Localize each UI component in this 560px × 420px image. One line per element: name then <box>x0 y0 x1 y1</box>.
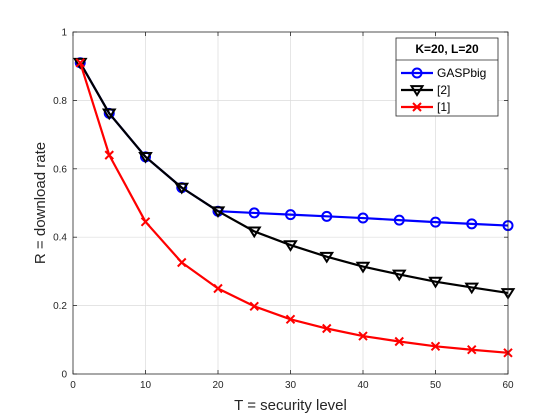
data-point <box>283 240 298 252</box>
data-point <box>358 331 368 341</box>
data-point <box>249 301 259 311</box>
data-point <box>393 214 405 226</box>
data-point <box>319 251 335 264</box>
legend-entry: GASPbig <box>401 66 486 80</box>
data-point <box>285 209 296 221</box>
data-point <box>357 212 369 224</box>
data-point <box>246 226 262 239</box>
legend-entry: [1] <box>401 100 450 114</box>
x-tick-label: 0 <box>70 380 76 391</box>
data-point <box>391 269 407 282</box>
legend: K=20, L=20 GASPbig [2] [1] <box>395 37 499 117</box>
series-3 <box>75 58 513 358</box>
legend-entry: [2] <box>401 83 450 97</box>
x-tick-label: 50 <box>430 380 442 391</box>
y-tick-label: 0.6 <box>53 164 67 175</box>
data-point <box>464 282 480 295</box>
legend-label: [1] <box>437 100 450 114</box>
y-tick-label: 1 <box>61 28 67 39</box>
data-point <box>248 207 260 219</box>
data-point <box>321 210 333 222</box>
data-point <box>72 57 88 70</box>
legend-entries: GASPbig [2] [1] <box>401 66 486 114</box>
series-line <box>79 62 509 295</box>
data-point <box>285 314 296 324</box>
y-axis-label: R = download rate <box>32 142 49 264</box>
data-point <box>138 151 153 164</box>
x-tick-label: 20 <box>212 380 224 391</box>
y-tick-label: 0.2 <box>53 301 67 312</box>
legend-swatch-marker <box>409 85 425 97</box>
legend-title: K=20, L=20 <box>415 42 479 56</box>
data-point <box>430 341 441 352</box>
x-axis-label: T = security level <box>234 397 347 414</box>
x-tick-label: 40 <box>357 380 369 391</box>
x-tick-label: 60 <box>502 380 514 391</box>
legend-swatch-marker <box>412 102 422 112</box>
y-tick-label: 0.8 <box>53 96 67 107</box>
x-tick-label: 10 <box>140 380 152 391</box>
data-point <box>177 257 187 268</box>
data-point <box>101 108 117 121</box>
data-point <box>394 336 404 347</box>
series-2 <box>72 57 516 300</box>
data-point <box>428 276 443 289</box>
data-point <box>140 217 151 227</box>
legend-swatch-marker <box>411 67 423 79</box>
grid <box>73 32 508 374</box>
legend-label: [2] <box>437 83 450 97</box>
data-point <box>466 218 478 230</box>
data-point <box>210 206 226 219</box>
data-point <box>467 345 477 355</box>
legend-label: GASPbig <box>437 66 486 80</box>
x-tick-label: 30 <box>285 380 297 391</box>
tick-layer: 0 10 20 30 40 50 60 0 0.2 0.4 0.6 0.8 1 <box>53 28 514 392</box>
data-point <box>174 182 190 195</box>
data-point <box>322 323 332 334</box>
data-point <box>75 58 85 68</box>
series-layer <box>72 57 516 358</box>
data-point <box>104 150 114 160</box>
data-point <box>213 283 223 294</box>
data-point <box>430 216 441 228</box>
y-tick-label: 0 <box>61 370 67 381</box>
y-tick-label: 0.4 <box>53 233 67 244</box>
data-point <box>355 261 371 274</box>
